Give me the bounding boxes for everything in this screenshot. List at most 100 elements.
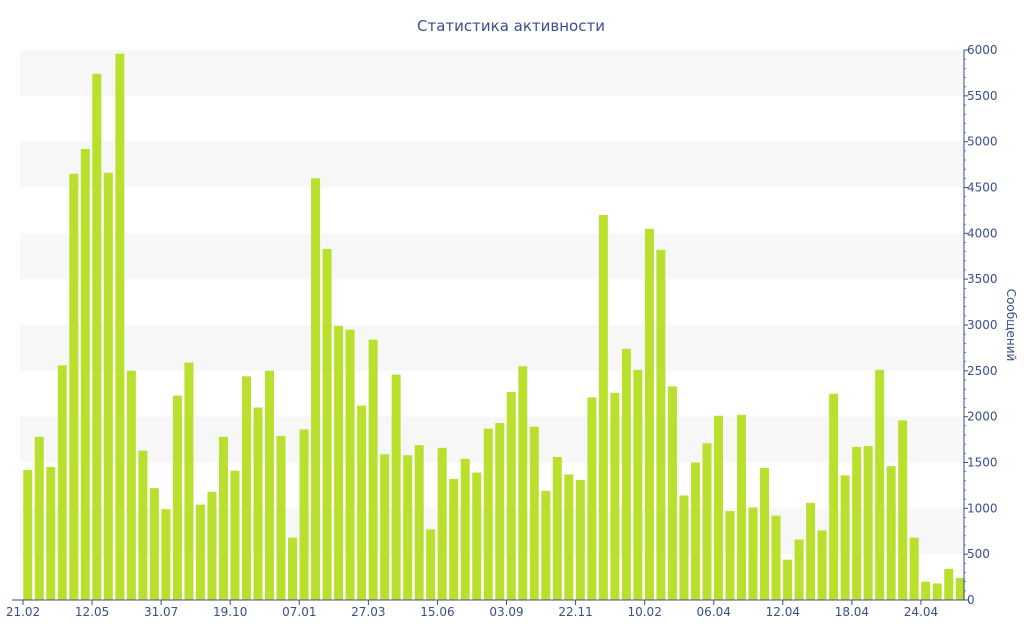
bar [253,407,263,600]
x-tick-label: 03.09 [489,605,523,619]
bar [414,445,424,600]
bar [944,568,954,600]
bar [852,446,862,600]
bar [575,479,585,600]
bar [311,178,321,601]
y-tick-label: 5000 [967,135,998,149]
grid-band [20,325,964,371]
bar [829,393,839,600]
bar [345,329,355,600]
bar [794,539,804,600]
x-tick-label: 18.04 [835,605,869,619]
x-tick-label: 12.05 [75,605,109,619]
bar [57,365,67,600]
x-tick-label: 21.02 [6,605,40,619]
grid-band [20,50,964,96]
bar [932,583,942,600]
bar [564,474,574,600]
x-tick-label: 24.04 [904,605,938,619]
bar [207,491,217,600]
bar [299,429,309,600]
y-tick-label: 2000 [967,410,998,424]
bar [69,173,79,600]
x-tick-label: 19.10 [213,605,247,619]
bar [610,392,620,600]
chart-title: Статистика активности [417,17,605,35]
bar [644,228,654,600]
y-tick-label: 2500 [967,364,998,378]
bar [334,325,344,600]
bar [713,415,723,600]
y-tick-label: 500 [967,547,990,561]
bar [322,248,332,600]
bar [218,436,228,600]
bar [518,366,528,600]
x-tick-label: 22.11 [558,605,592,619]
bar [149,488,159,600]
bar [426,529,436,600]
x-tick-label: 07.01 [282,605,316,619]
bar [598,215,608,600]
x-tick-label: 06.04 [697,605,731,619]
bar [80,149,90,600]
x-tick-label: 15.06 [420,605,454,619]
bar [230,470,240,600]
bar [172,395,182,600]
bar [552,457,562,600]
bar [506,391,516,600]
bar [760,468,770,600]
bar [909,537,919,600]
bar [403,455,413,600]
bars-group [23,53,965,601]
bar [265,370,275,600]
bar [875,369,885,600]
bar [690,462,700,600]
bar [863,446,873,600]
bar [633,369,643,600]
bar [840,475,850,600]
bar [783,559,793,600]
bar [126,370,136,600]
bar [138,450,148,600]
bar [357,405,367,600]
bar [195,504,205,600]
bar [276,435,286,600]
bar [702,443,712,600]
axes-group: 21.02 12.05 31.07 19.10 07.01 27.03 15.06 03.09… [6,43,998,619]
bar [656,249,666,601]
y-tick-label: 0 [967,593,975,607]
bar [886,466,896,600]
y-tick-label: 4500 [967,181,998,195]
bar [460,458,470,600]
y-tick-label: 6000 [967,43,998,57]
x-tick-label: 27.03 [351,605,385,619]
y-tick-label: 3500 [967,272,998,286]
y-tick-label: 1500 [967,456,998,470]
grid-band [20,141,964,188]
bar [679,495,689,600]
bar [921,581,931,600]
x-tick-label: 31.07 [144,605,178,619]
bar [725,511,735,600]
bar [667,386,677,600]
x-tick-label: 10.02 [627,605,661,619]
bar [23,469,33,600]
bar [161,509,171,600]
y-tick-label: 5500 [967,89,998,103]
y-tick-label: 1000 [967,501,998,515]
bar [449,479,459,600]
bar [529,426,539,600]
bar [115,53,125,600]
bar [92,73,102,601]
grid-bands [20,50,964,555]
bar [472,472,482,600]
bar [437,447,447,600]
bar [955,578,965,600]
bar [34,436,44,600]
bar [483,428,493,600]
x-tick-label: 12.04 [766,605,800,619]
bar [737,414,747,600]
bar [817,530,827,600]
